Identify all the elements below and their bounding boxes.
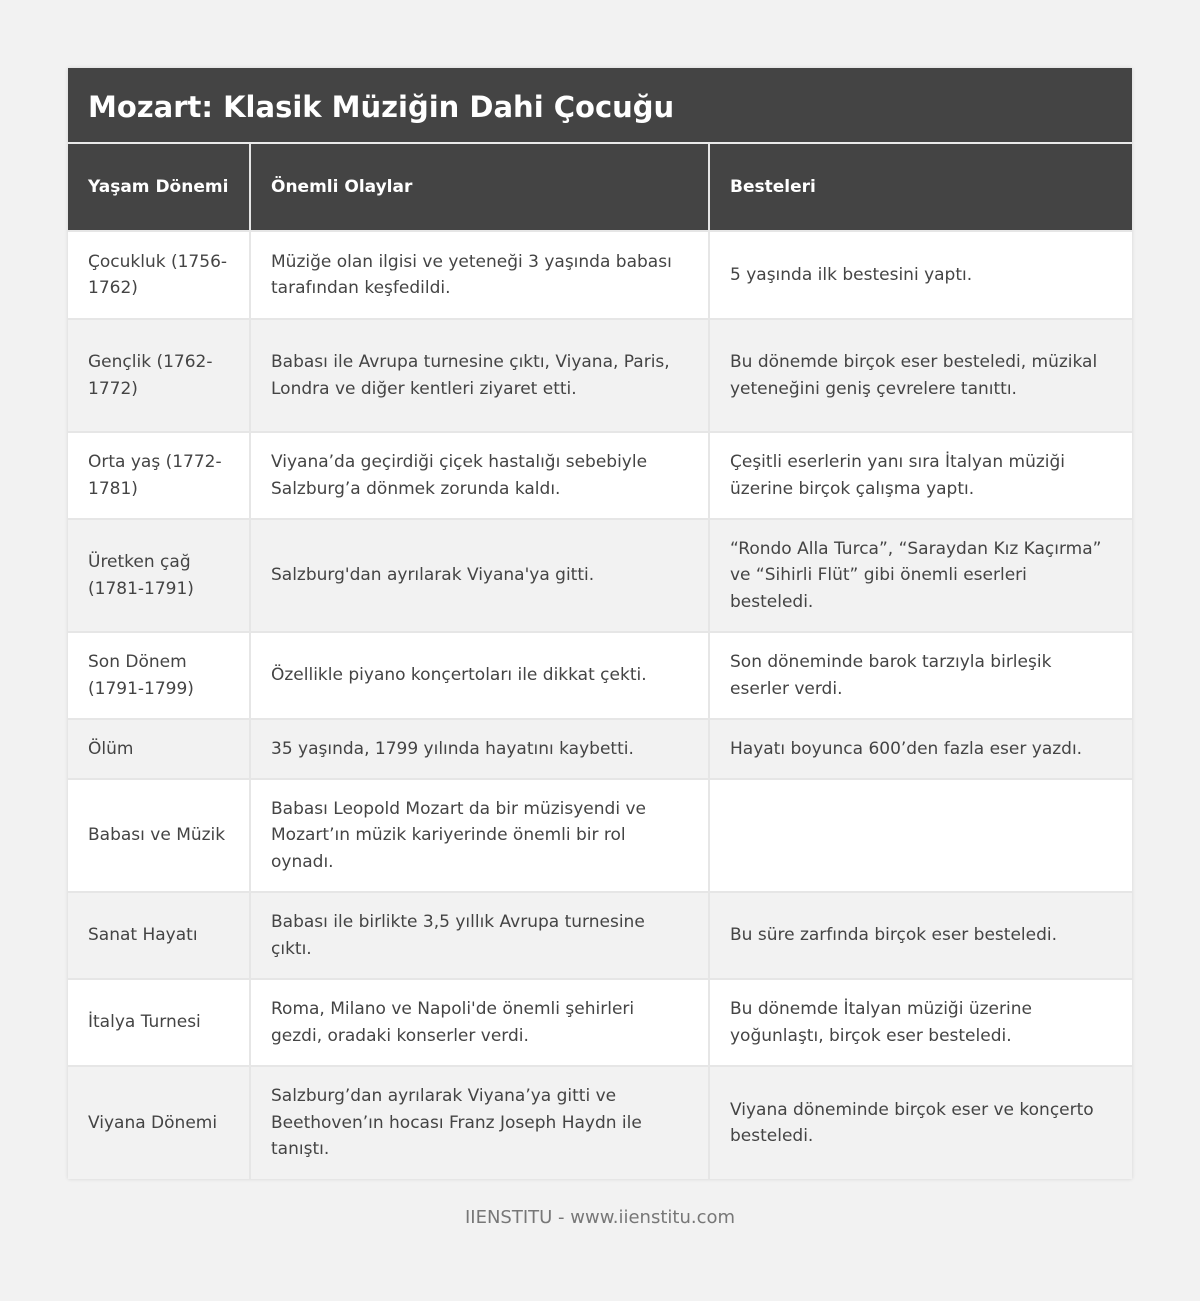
cell-compositions: Hayatı boyunca 600’den fazla eser yazdı. [709,718,1132,779]
cell-life-period: Çocukluk (1756-1762) [68,230,251,319]
cell-compositions: Bu süre zarfında birçok eser besteledi. [709,891,1132,979]
cell-life-period: Orta yaş (1772-1781) [68,431,251,519]
table-row: Babası ve Müzik Babası Leopold Mozart da … [68,778,1132,892]
cell-life-period: Viyana Dönemi [68,1065,251,1179]
header-events: Önemli Olaylar [250,144,710,231]
cell-events: Viyana’da geçirdiği çiçek hastalığı sebe… [250,431,710,519]
header-row: Yaşam Dönemi Önemli Olaylar Besteleri [68,144,1132,231]
cell-compositions: Çeşitli eserlerin yanı sıra İtalyan müzi… [709,431,1132,519]
table-row: Çocukluk (1756-1762) Müziğe olan ilgisi v… [68,230,1132,319]
cell-events: Babası ile Avrupa turnesine çıktı, Viyan… [250,318,710,432]
cell-compositions: Viyana döneminde birçok eser ve konçerto… [709,1065,1132,1179]
mozart-table: Yaşam Dönemi Önemli Olaylar Besteleri Ço… [68,144,1132,1179]
cell-events: Salzburg'dan ayrılarak Viyana'ya gitti. [250,518,710,632]
table-title: Mozart: Klasik Müziğin Dahi Çocuğu [68,68,1132,144]
cell-life-period: Gençlik (1762-1772) [68,318,251,432]
mozart-table-card: Mozart: Klasik Müziğin Dahi Çocuğu Yaşam… [68,68,1132,1179]
cell-events: Müziğe olan ilgisi ve yeteneği 3 yaşında… [250,230,710,319]
cell-life-period: Üretken çağ (1781-1791) [68,518,251,632]
cell-events: Özellikle piyano konçertoları ile dikkat… [250,631,710,719]
table-row: İtalya Turnesi Roma, Milano ve Napoli'de … [68,978,1132,1066]
cell-events: Salzburg’dan ayrılarak Viyana’ya gitti v… [250,1065,710,1179]
cell-compositions: “Rondo Alla Turca”, “Saraydan Kız Kaçırm… [709,518,1132,632]
cell-compositions: Son döneminde barok tarzıyla birleşik es… [709,631,1132,719]
table-row: Orta yaş (1772-1781) Viyana’da geçirdiği … [68,431,1132,519]
header-life-period: Yaşam Dönemi [68,144,251,231]
cell-events: Roma, Milano ve Napoli'de önemli şehirle… [250,978,710,1066]
table-row: Sanat Hayatı Babası ile birlikte 3,5 yıll… [68,891,1132,979]
header-compositions: Besteleri [709,144,1132,231]
footer-credit: IIENSTITU - www.iienstitu.com [464,1207,736,1228]
cell-life-period: Sanat Hayatı [68,891,251,979]
cell-life-period: Babası ve Müzik [68,778,251,892]
table-row: Son Dönem (1791-1799) Özellikle piyano ko… [68,631,1132,719]
cell-compositions: Bu dönemde İtalyan müziği üzerine yoğunl… [709,978,1132,1066]
table-row: Üretken çağ (1781-1791) Salzburg'dan ayrı… [68,518,1132,632]
cell-compositions: 5 yaşında ilk bestesini yaptı. [709,230,1132,319]
cell-life-period: İtalya Turnesi [68,978,251,1066]
cell-life-period: Son Dönem (1791-1799) [68,631,251,719]
cell-events: Babası ile birlikte 3,5 yıllık Avrupa tu… [250,891,710,979]
cell-compositions: Bu dönemde birçok eser besteledi, müzika… [709,318,1132,432]
table-row: Viyana Dönemi Salzburg’dan ayrılarak Viya… [68,1065,1132,1179]
cell-life-period: Ölüm [68,718,251,779]
table-row: Gençlik (1762-1772) Babası ile Avrupa tur… [68,318,1132,432]
cell-events: Babası Leopold Mozart da bir müzisyendi … [250,778,710,892]
cell-compositions [709,778,1132,892]
table-row: Ölüm 35 yaşında, 1799 yılında hayatını ka… [68,718,1132,779]
cell-events: 35 yaşında, 1799 yılında hayatını kaybet… [250,718,710,779]
